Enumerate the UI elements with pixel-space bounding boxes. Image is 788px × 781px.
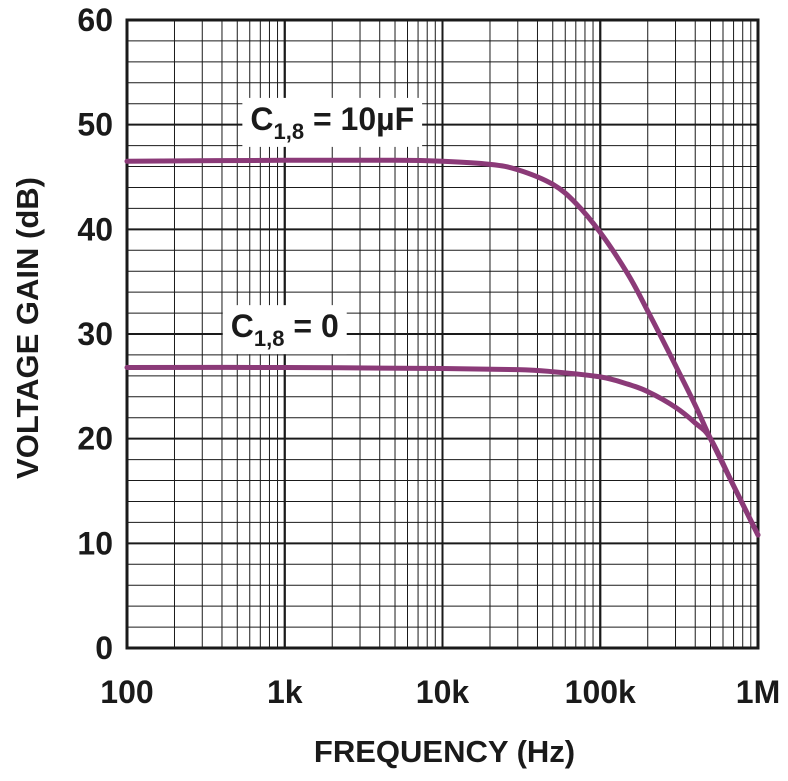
curve-label-backgrounds: [222, 97, 423, 355]
x-tick-label: 10k: [416, 674, 470, 710]
series-label-main: C: [250, 101, 273, 137]
x-tick-label: 1k: [267, 674, 303, 710]
y-tick-label: 10: [77, 525, 113, 561]
y-tick-label: 50: [77, 107, 113, 143]
x-tick-label: 1M: [736, 674, 780, 710]
series-label-rest: = 10µF: [304, 101, 414, 137]
y-tick-label: 30: [77, 316, 113, 352]
series-label-rest: = 0: [284, 308, 338, 344]
series-line-2: [124, 364, 761, 538]
series-line-1: [124, 157, 761, 538]
curves: [124, 157, 761, 538]
x-tick-label: 100k: [565, 674, 636, 710]
x-tick-labels: 100 1k 10k 100k 1M: [100, 674, 780, 710]
series-label-background: [242, 97, 423, 147]
series-label-1: C1,8 = 10µF: [250, 101, 414, 144]
grid: [126, 19, 759, 649]
x-tick-label: 100: [100, 674, 153, 710]
plot-frame: [125, 18, 760, 650]
series-label-subscript: 1,8: [273, 119, 304, 144]
series-label-main: C: [231, 308, 254, 344]
y-tick-label: 0: [95, 630, 113, 666]
y-tick-labels: 0 10 20 30 40 50 60: [77, 2, 113, 666]
y-axis-title: VOLTAGE GAIN (dB): [10, 177, 45, 479]
y-tick-label: 40: [77, 211, 113, 247]
y-tick-label: 60: [77, 2, 113, 38]
series-label-subscript: 1,8: [254, 326, 285, 351]
x-axis-title: FREQUENCY (Hz): [314, 734, 575, 769]
series-label-2: C1,8 = 0: [231, 308, 339, 351]
y-tick-label: 20: [77, 421, 113, 457]
series-label-background: [222, 305, 347, 355]
